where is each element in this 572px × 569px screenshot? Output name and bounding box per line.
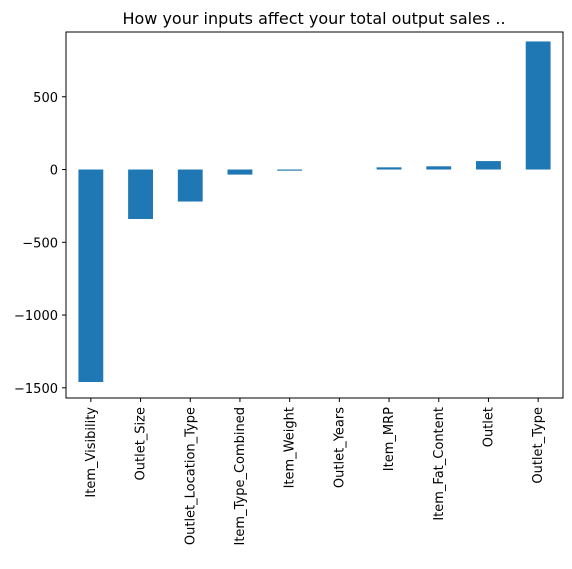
- x-tick-label: Outlet_Size: [134, 407, 149, 480]
- bar-outlet-location-type: [177, 169, 203, 202]
- y-tick-label: −1500: [14, 382, 58, 397]
- bar-item-type-combined: [227, 169, 253, 175]
- bar-outlet: [476, 161, 501, 170]
- bar-item-mrp: [376, 167, 402, 170]
- bar-item-fat-content: [426, 166, 452, 170]
- y-tick-label: 0: [50, 164, 58, 179]
- y-axis: −1500 −1000 −500 0 500: [14, 91, 66, 397]
- bars-group: [78, 41, 551, 382]
- x-tick-label: Outlet_Years: [332, 407, 347, 488]
- bar-item-visibility: [78, 169, 104, 382]
- y-tick-label: −500: [22, 236, 58, 251]
- x-tick-label: Item_MRP: [382, 407, 397, 471]
- x-tick-label: Item_Weight: [283, 407, 298, 488]
- chart-title: How your inputs affect your total output…: [122, 9, 505, 28]
- x-tick-label: Item_Fat_Content: [432, 407, 447, 521]
- x-tick-label: Item_Visibility: [84, 407, 99, 498]
- bar-item-weight: [277, 169, 303, 171]
- bar-outlet-size: [128, 169, 153, 219]
- y-tick-label: −1000: [14, 309, 58, 324]
- y-tick-label: 500: [33, 91, 58, 106]
- x-axis: Item_Visibility Outlet_Size Outlet_Locatio…: [84, 398, 546, 546]
- x-tick-label: Outlet_Location_Type: [183, 407, 198, 545]
- plot-frame: [65, 31, 564, 399]
- x-tick-label: Item_Type_Combined: [233, 407, 248, 546]
- bar-outlet-type: [525, 41, 551, 170]
- x-tick-label: Outlet_Type: [531, 407, 546, 484]
- x-tick-label: Outlet: [481, 407, 496, 447]
